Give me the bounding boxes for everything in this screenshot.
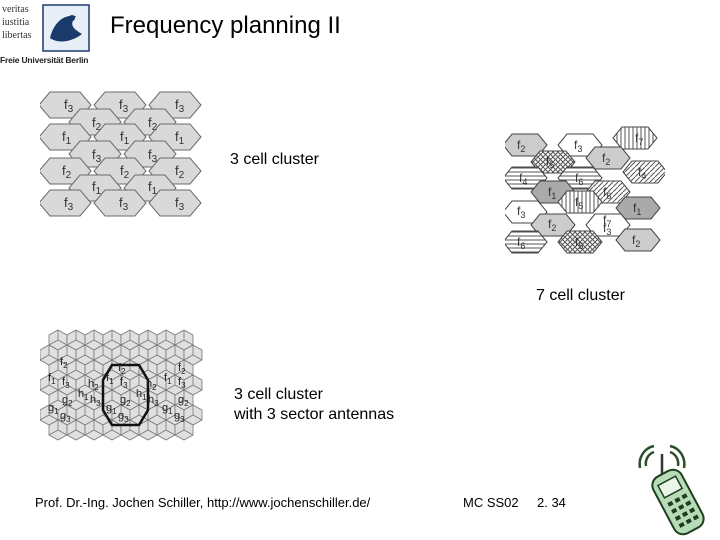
cell-label: f7 [635, 131, 643, 147]
cell-label: f1 [106, 372, 114, 386]
cell-label: f5 [575, 235, 583, 251]
logo-university-name: Freie Universität Berlin [0, 55, 89, 65]
cell-label: f1 [175, 129, 185, 147]
cell-label: f2 [92, 115, 102, 133]
cell-label: f3 [64, 97, 74, 115]
logo-motto-line: libertas [2, 30, 32, 41]
cell-label: f1 [164, 372, 172, 386]
cell-label: f3 [64, 195, 74, 213]
cell-label: g2 [62, 394, 73, 408]
mobile-phone-icon [638, 444, 705, 536]
logo-motto-line: veritas [2, 4, 29, 15]
slide-title: Frequency planning II [110, 12, 341, 39]
cell-label: h2 [146, 378, 157, 392]
logo-motto-line: iustitia [2, 17, 30, 28]
cell-label: f7 [603, 213, 611, 229]
seal-icon [42, 4, 90, 52]
cell-label: f3 [574, 138, 582, 154]
cell-label: g3 [118, 410, 129, 424]
cell-label: f1 [120, 129, 130, 147]
three-cell-cluster-diagram: f3 f2 f3 f2 f3 f1 f3 f1 f3 f1 f2 f1 f2 f… [40, 91, 202, 217]
caption-7-cell-cluster: 7 cell cluster [536, 287, 625, 304]
cell-label: f3 [175, 195, 185, 213]
cell-label: f3 [120, 376, 128, 390]
cell-label: f6 [517, 235, 525, 251]
cell-label: f3 [517, 204, 525, 220]
cell-label: h1 [78, 388, 89, 402]
cell-label: h3 [90, 394, 101, 408]
cell-label: g2 [178, 394, 189, 408]
cell-label: h2 [88, 378, 99, 392]
cell-label: f4 [638, 165, 646, 181]
cell-label: f2 [62, 163, 72, 181]
cell-label: f1 [48, 372, 56, 386]
cell-label: f1 [148, 179, 158, 197]
cell-label: f5 [575, 195, 583, 211]
cell-label: f3 [119, 195, 129, 213]
cell-label: f1 [62, 129, 72, 147]
cell-label: f2 [602, 151, 610, 167]
cell-label: g1 [162, 402, 173, 416]
cell-label: f6 [603, 185, 611, 201]
cell-label: h3 [148, 394, 159, 408]
cell-label: f3 [178, 376, 186, 390]
cell-label: f3 [62, 376, 70, 390]
cell-label: f1 [92, 179, 102, 197]
cell-label: f3 [175, 97, 185, 115]
cell-label: f1 [548, 185, 556, 201]
cell-label: g2 [120, 394, 131, 408]
cell-label: h1 [136, 388, 147, 402]
cell-label: f2 [632, 233, 640, 249]
caption-line: 3 cell cluster [234, 386, 323, 403]
cell-label: f1 [633, 201, 641, 217]
cell-label: f3 [119, 97, 129, 115]
cell-label: f2 [120, 163, 130, 181]
cell-label: f6 [575, 171, 583, 187]
cell-label: g1 [106, 402, 117, 416]
cell-label: f4 [519, 171, 527, 187]
cell-label: f2 [148, 115, 158, 133]
cell-label: g3 [60, 410, 71, 424]
cell-label: f3 [92, 147, 102, 165]
cell-label: f2 [178, 362, 186, 376]
cell-label: f3 [148, 147, 158, 165]
cell-label: f2 [175, 163, 185, 181]
cell-label: f2 [118, 362, 126, 376]
cell-label: f5 [546, 154, 554, 170]
footer-course: MC SS02 [463, 495, 519, 510]
cell-label: g1 [48, 402, 59, 416]
cell-label: f2 [60, 356, 68, 370]
cell-label: g3 [174, 410, 185, 424]
highlighted-cluster-outline [101, 363, 150, 427]
caption-sector-antennas: 3 cell cluster with 3 sector antennas [234, 385, 394, 425]
sector-antenna-diagram: f2 f1 f3 h2 g2 h1 h3 g1 g3 f2 f1 f3 h2 g… [40, 329, 203, 441]
university-logo: veritas iustitia libertas Freie Universi… [0, 0, 95, 70]
footer-page-number: 2. 34 [537, 495, 566, 510]
caption-3-cell-cluster: 3 cell cluster [230, 151, 319, 168]
seven-cell-cluster-diagram: f2 f3 f7 f5 f2 f4 f4 f6 f6 f1 f5 f3 f7 f… [505, 126, 665, 254]
cell-label: f2 [517, 138, 525, 154]
cell-label: f2 [548, 217, 556, 233]
cell-label: f3 [603, 221, 611, 237]
footer-author: Prof. Dr.-Ing. Jochen Schiller, http://w… [35, 495, 371, 510]
caption-line: with 3 sector antennas [234, 406, 395, 423]
logo-motto: veritas iustitia libertas [2, 3, 31, 42]
